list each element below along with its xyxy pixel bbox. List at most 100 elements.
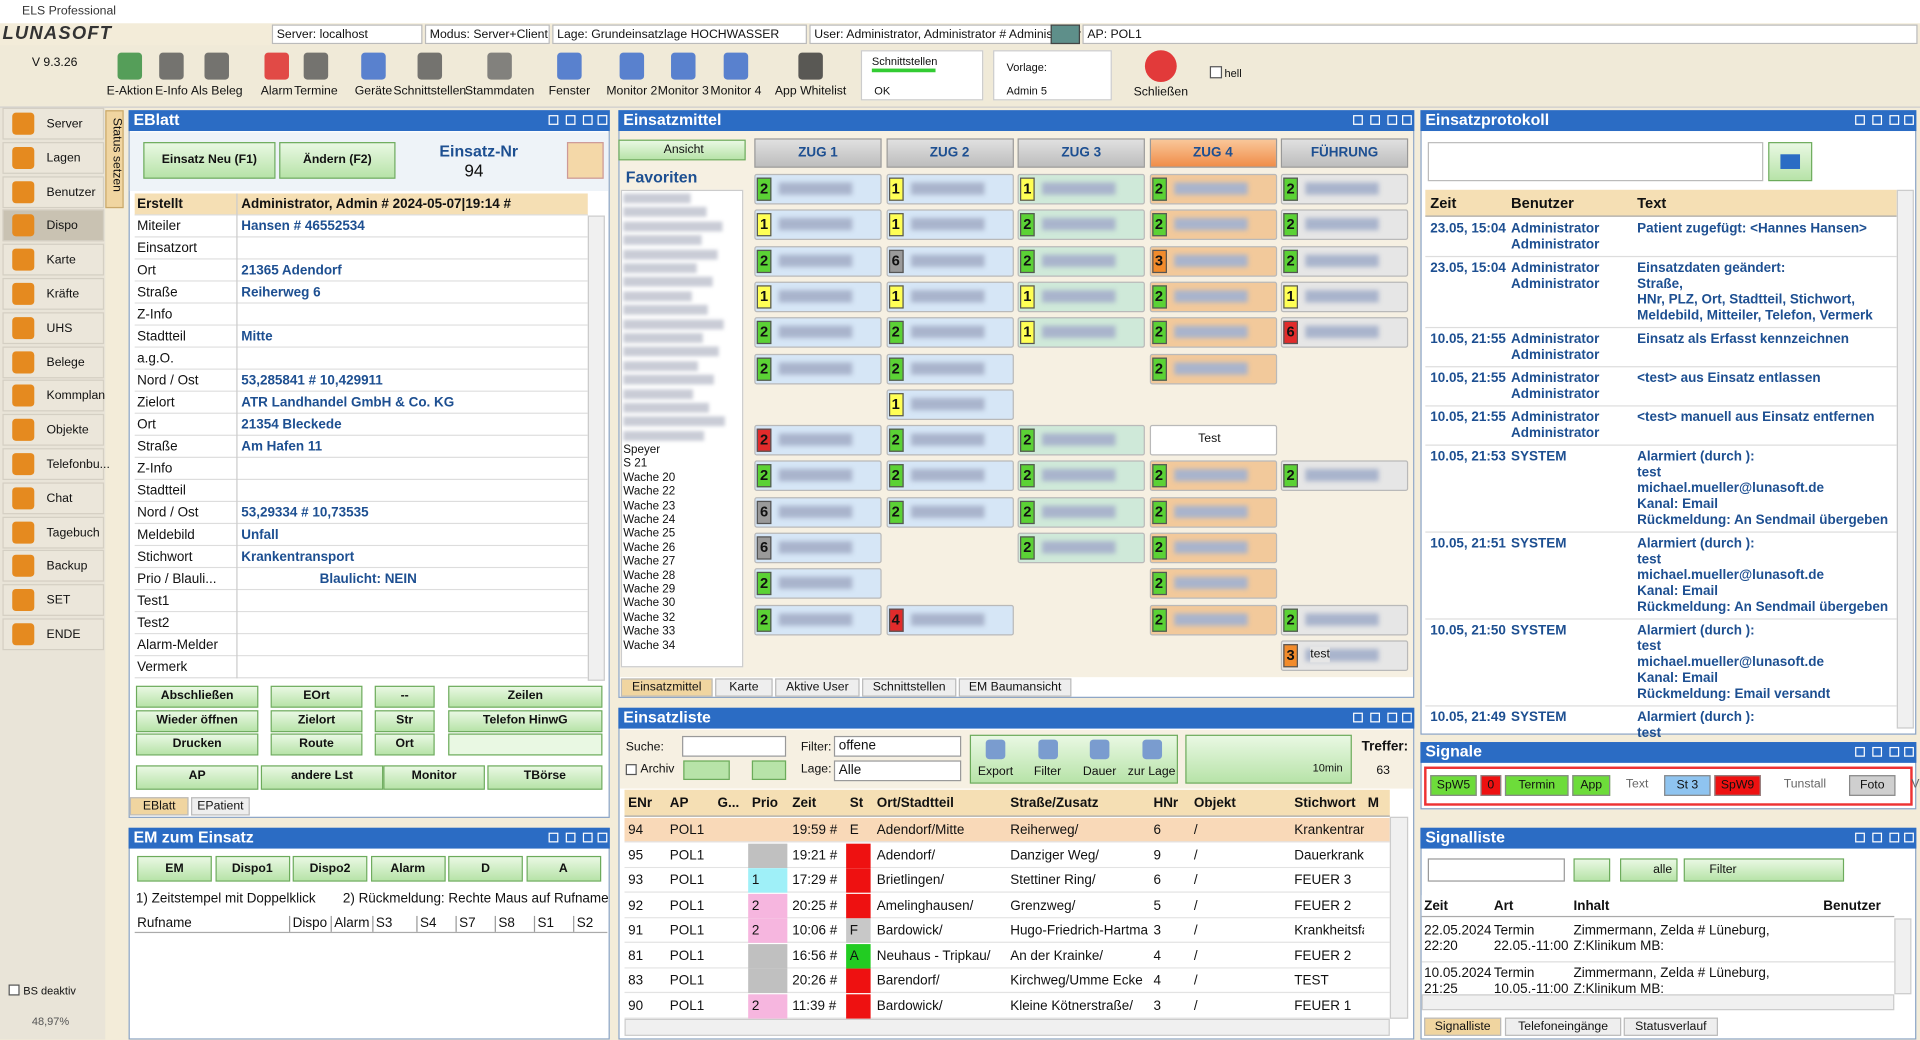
- header-icon[interactable]: [548, 115, 559, 125]
- toolbar-button[interactable]: Monitor 4: [710, 84, 762, 98]
- signal[interactable]: Foto: [1848, 775, 1896, 796]
- sidebar-label[interactable]: Chat: [46, 492, 73, 506]
- button[interactable]: alle: [1620, 858, 1678, 882]
- button[interactable]: Str: [374, 710, 435, 733]
- button[interactable]: EOrt: [270, 685, 363, 708]
- button[interactable]: AP: [135, 765, 259, 790]
- header-icon[interactable]: [565, 832, 576, 843]
- checkbox[interactable]: [625, 764, 637, 776]
- button[interactable]: EM: [137, 855, 212, 882]
- header-icon[interactable]: [565, 115, 576, 125]
- toolbar-icon[interactable]: [117, 52, 143, 80]
- toolbar-button[interactable]: Alarm: [260, 84, 293, 98]
- toolbar-button[interactable]: Schnittstellen: [393, 84, 467, 98]
- toolbar-icon[interactable]: [798, 52, 823, 80]
- list-item[interactable]: Wache 27: [623, 554, 676, 569]
- sidebar-label[interactable]: Tagebuch: [46, 526, 100, 540]
- list-item[interactable]: Wache 24: [623, 513, 676, 527]
- list-item[interactable]: S 21: [623, 457, 648, 471]
- signal[interactable]: App: [1572, 775, 1611, 796]
- signal[interactable]: Tunstall: [1783, 777, 1827, 792]
- list-item[interactable]: Wache 23: [623, 499, 676, 513]
- unit-cell[interactable]: [1280, 173, 1409, 205]
- list-item[interactable]: Wache 25: [623, 527, 676, 541]
- header-icon[interactable]: [1370, 115, 1381, 125]
- table-row[interactable]: [624, 817, 1390, 843]
- tool-button[interactable]: Dauer: [1082, 765, 1117, 779]
- header-icon[interactable]: [548, 832, 559, 843]
- button[interactable]: Dispo1: [214, 855, 290, 882]
- toolbar-button[interactable]: Als Beleg: [190, 84, 243, 98]
- tab[interactable]: Einsatzmittel: [620, 678, 713, 697]
- signal[interactable]: Termin: [1504, 775, 1569, 796]
- tab[interactable]: Signalliste: [1424, 1017, 1502, 1036]
- toolbar-button[interactable]: E-Aktion: [106, 84, 153, 98]
- header-icon[interactable]: [597, 115, 608, 125]
- tab[interactable]: Telefoneingänge: [1504, 1017, 1622, 1036]
- header-icon[interactable]: [1872, 115, 1883, 125]
- toolbar-icon[interactable]: [264, 52, 289, 80]
- button[interactable]: Wieder öffnen: [135, 710, 259, 733]
- input[interactable]: [682, 735, 787, 757]
- sidebar-label[interactable]: Kräfte: [46, 287, 80, 302]
- sidebar-label[interactable]: ENDE: [46, 628, 81, 642]
- unit-cell[interactable]: [754, 245, 882, 277]
- button[interactable]: Dispo2: [292, 855, 368, 882]
- toolbar-icon[interactable]: [303, 52, 329, 80]
- header-icon[interactable]: [1855, 832, 1865, 843]
- button[interactable]: Ort: [374, 733, 435, 756]
- close-icon[interactable]: [1144, 50, 1177, 83]
- sidebar-label[interactable]: Telefonbu...: [46, 457, 110, 472]
- sidebar-label[interactable]: Lagen: [46, 151, 81, 166]
- tab[interactable]: EPatient: [191, 797, 250, 816]
- header-icon[interactable]: [1889, 115, 1900, 125]
- button[interactable]: Monitor: [383, 765, 485, 790]
- header-icon[interactable]: [1402, 712, 1412, 723]
- header-icon[interactable]: [1904, 832, 1914, 843]
- unit-cell[interactable]: [885, 460, 1014, 492]
- button[interactable]: --: [374, 685, 435, 708]
- header-icon[interactable]: [1387, 115, 1398, 125]
- list-item[interactable]: Speyer: [623, 443, 661, 457]
- button[interactable]: Zielort: [270, 710, 363, 733]
- button[interactable]: A: [525, 855, 601, 882]
- toolbar-button[interactable]: Monitor 2: [606, 84, 658, 98]
- unit-cell[interactable]: [1280, 281, 1409, 313]
- header-icon[interactable]: [1904, 115, 1914, 125]
- header-icon[interactable]: [597, 832, 608, 843]
- sidebar-label[interactable]: Kommplan: [46, 389, 106, 404]
- sidebar-label[interactable]: UHS: [46, 321, 73, 336]
- signal[interactable]: Text: [1625, 777, 1649, 792]
- toolbar-button[interactable]: Fenster: [548, 84, 591, 98]
- header-icon[interactable]: [1872, 832, 1883, 843]
- list-item[interactable]: Wache 29: [623, 582, 676, 597]
- toolbar-icon[interactable]: [417, 52, 443, 80]
- header-icon[interactable]: [1872, 746, 1883, 757]
- unit-cell[interactable]: [1149, 245, 1277, 277]
- sidebar-label[interactable]: Server: [46, 117, 83, 132]
- button[interactable]: [751, 760, 787, 781]
- header-icon[interactable]: [582, 832, 593, 843]
- input[interactable]: [1427, 142, 1764, 182]
- button[interactable]: D: [448, 855, 523, 882]
- header-icon[interactable]: [1855, 746, 1865, 757]
- list-item[interactable]: Wache 30: [623, 596, 676, 611]
- status-tab-label[interactable]: Status setzen: [109, 117, 124, 192]
- toolbar-icon[interactable]: [557, 52, 582, 80]
- header-icon[interactable]: [582, 115, 593, 125]
- unit-cell[interactable]: [1017, 281, 1145, 313]
- unit-cell[interactable]: [1149, 425, 1277, 456]
- toolbar-button[interactable]: Monitor 3: [657, 84, 709, 98]
- toolbar-icon[interactable]: [619, 52, 645, 80]
- tool-button[interactable]: Export: [977, 765, 1014, 779]
- tab[interactable]: EBlatt: [129, 797, 189, 816]
- signal[interactable]: SpW5: [1430, 775, 1477, 796]
- unit-cell[interactable]: [1017, 460, 1145, 492]
- toolbar-button[interactable]: App Whitelist: [774, 84, 847, 98]
- tool-button[interactable]: Filter: [1033, 765, 1062, 779]
- list-item[interactable]: Wache 34: [623, 638, 676, 653]
- tab[interactable]: Statusverlauf: [1623, 1017, 1718, 1036]
- button[interactable]: Route: [270, 733, 363, 756]
- button[interactable]: Ändern (F2): [279, 142, 396, 179]
- sidebar-label[interactable]: Objekte: [46, 423, 89, 438]
